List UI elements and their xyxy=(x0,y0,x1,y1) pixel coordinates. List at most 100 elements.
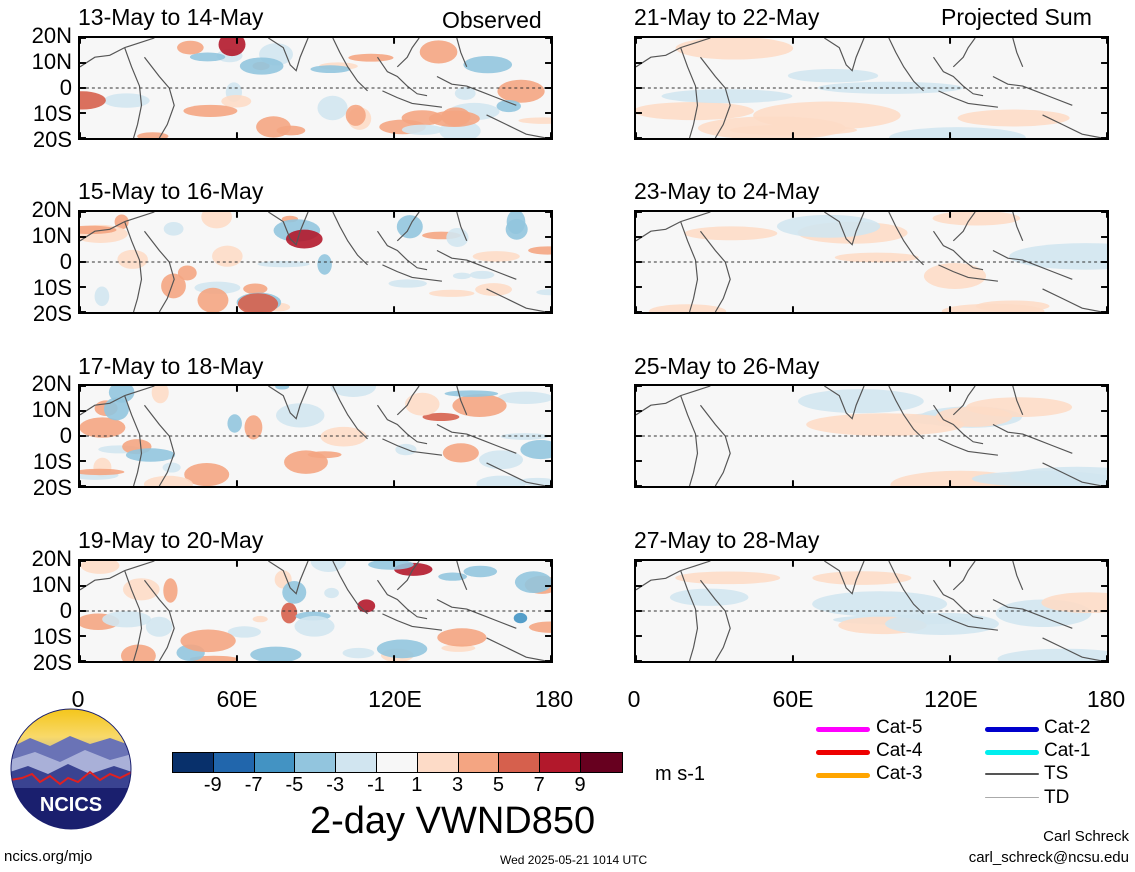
coastline xyxy=(680,47,699,138)
coastline xyxy=(382,264,443,282)
lat-tick-label: 0 xyxy=(59,598,72,623)
wind-anomaly-patch xyxy=(405,392,440,416)
wind-anomaly-patch xyxy=(137,132,169,138)
colorbar-segment xyxy=(376,753,418,772)
wind-anomaly-patch xyxy=(239,57,284,75)
coastline xyxy=(396,386,420,416)
wind-anomaly-patch xyxy=(536,289,551,296)
projected-sum-label: Projected Sum xyxy=(941,4,1092,30)
lon-tick-label: 120E xyxy=(924,686,978,712)
wind-anomaly-patch xyxy=(452,394,507,418)
coastline xyxy=(268,386,309,420)
wind-anomaly-patch xyxy=(227,626,261,638)
lat-tick-label: 10N xyxy=(31,397,72,422)
map-panel xyxy=(78,559,553,663)
coastline xyxy=(932,404,984,445)
coastline xyxy=(680,570,699,661)
lon-tick-label: 60E xyxy=(216,686,258,712)
wind-anomaly-patch xyxy=(177,40,204,55)
wind-anomaly-patch xyxy=(636,102,754,121)
wind-anomaly-patch xyxy=(675,571,781,585)
legend-label-ts: TS xyxy=(1044,763,1069,784)
coastline xyxy=(376,404,428,445)
wind-anomaly-patch xyxy=(117,249,148,269)
wind-anomaly-patch xyxy=(227,414,242,433)
wind-anomaly-patch xyxy=(342,647,375,659)
wind-anomaly-patch xyxy=(125,448,176,462)
colorbar-segment xyxy=(499,753,541,772)
wind-anomaly-patch xyxy=(376,639,428,659)
wind-anomaly-patch xyxy=(120,644,156,661)
map-panel xyxy=(634,210,1109,314)
coastline xyxy=(456,212,468,242)
colorbar-tick-label: 5 xyxy=(492,774,504,796)
coastline xyxy=(680,221,699,312)
wind-anomaly-patch xyxy=(281,602,298,624)
wind-anomaly-patch xyxy=(388,279,427,288)
wind-anomaly-patch xyxy=(834,252,919,263)
wind-anomaly-patch xyxy=(285,229,323,249)
wind-anomaly-patch xyxy=(221,95,252,108)
colorbar-segment xyxy=(295,753,337,772)
wind-anomaly-patch xyxy=(1041,592,1107,614)
coastline xyxy=(382,613,443,631)
wind-anomaly-patch xyxy=(997,648,1107,661)
coastline xyxy=(382,90,443,108)
wind-anomaly-patch xyxy=(368,561,414,570)
coastline xyxy=(143,579,175,661)
lat-tick-label: 20N xyxy=(31,23,72,48)
colorbar-segment xyxy=(458,753,500,772)
wind-anomaly-patch xyxy=(419,40,458,64)
map-svg xyxy=(80,386,551,486)
wind-anomaly-patch xyxy=(817,81,963,94)
legend-swatch-cat2 xyxy=(985,727,1039,732)
footer-email[interactable]: carl_schreck@ncsu.edu xyxy=(968,849,1129,866)
coastline xyxy=(992,75,1073,106)
wind-anomaly-patch xyxy=(80,225,117,235)
wind-anomaly-patch xyxy=(180,629,236,653)
wind-anomaly-patch xyxy=(479,450,524,470)
wind-anomaly-patch xyxy=(80,417,126,438)
footer-url[interactable]: ncics.org/mjo xyxy=(4,848,93,865)
wind-anomaly-patch xyxy=(812,571,912,585)
coastline xyxy=(486,288,547,312)
legend-label-cat2: Cat-2 xyxy=(1044,717,1091,738)
wind-anomaly-patch xyxy=(957,109,1070,127)
lat-tick-label: 20N xyxy=(31,546,72,571)
lat-tick-label: 10N xyxy=(31,572,72,597)
lat-tick-label: 0 xyxy=(59,423,72,448)
panel-title: 27-May to 28-May xyxy=(634,527,820,553)
wind-anomaly-patch xyxy=(243,283,268,295)
coastline xyxy=(436,75,517,106)
colorbar-tick-label: -1 xyxy=(367,774,385,796)
wind-anomaly-patch xyxy=(122,578,160,601)
coastline xyxy=(888,38,924,92)
coastline xyxy=(938,438,999,456)
coastline xyxy=(436,249,517,280)
coastline xyxy=(938,264,999,282)
wind-anomaly-patch xyxy=(684,226,778,241)
lat-tick-label: 10N xyxy=(31,223,72,248)
wind-anomaly-patch xyxy=(520,440,551,460)
wind-anomaly-patch xyxy=(1010,466,1107,486)
wind-anomaly-patch xyxy=(80,468,125,476)
lon-tick-label: 60E xyxy=(772,686,814,712)
wind-anomaly-patch xyxy=(183,104,238,117)
panel-title: 19-May to 20-May xyxy=(78,527,264,553)
wind-anomaly-patch xyxy=(212,245,243,267)
map-svg xyxy=(80,212,551,312)
coastline xyxy=(396,38,420,68)
coastline xyxy=(699,404,731,486)
coastline xyxy=(124,395,143,486)
coastline xyxy=(396,561,420,591)
coastline xyxy=(932,56,984,97)
wind-anomaly-patch xyxy=(787,68,879,83)
wind-anomaly-patch xyxy=(452,272,471,280)
coastline xyxy=(332,38,368,92)
coastline xyxy=(143,56,175,138)
coastline xyxy=(456,561,468,591)
ncics-logo: NCICS xyxy=(10,708,132,830)
wind-anomaly-patch xyxy=(798,389,924,414)
colorbar-segment xyxy=(213,753,255,772)
lat-tick-label: 10S xyxy=(32,101,72,126)
